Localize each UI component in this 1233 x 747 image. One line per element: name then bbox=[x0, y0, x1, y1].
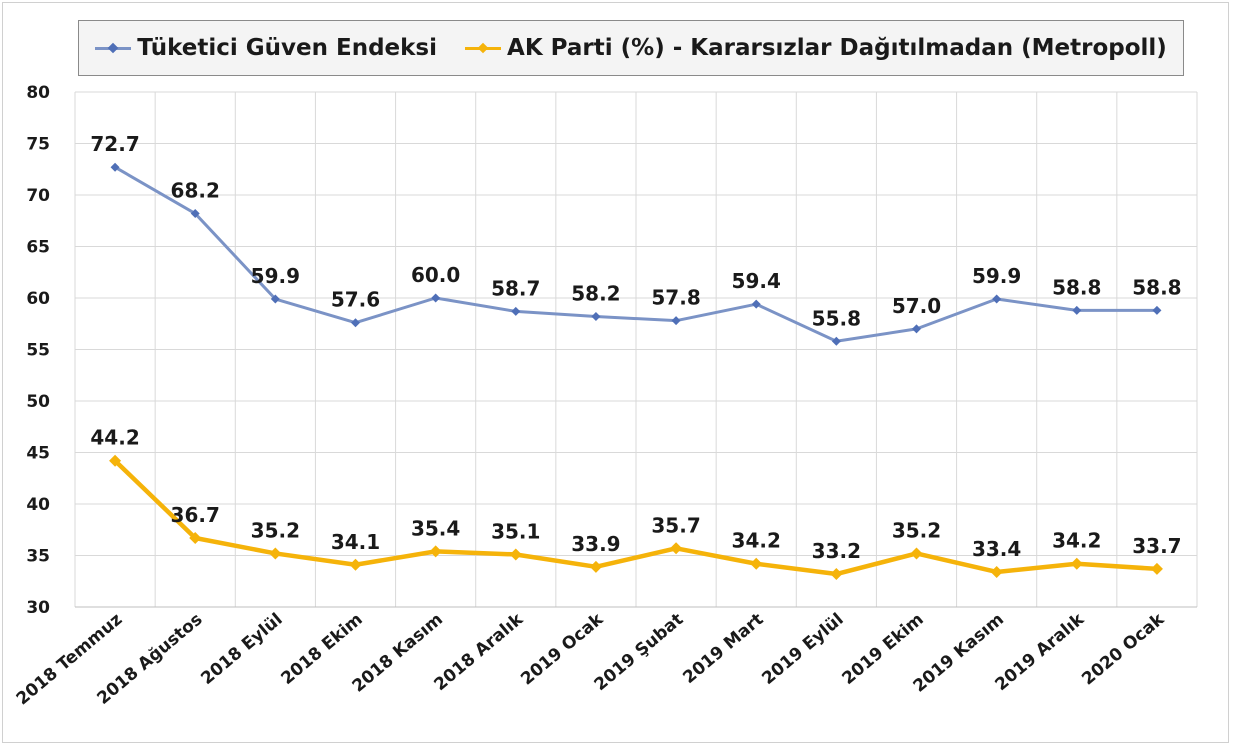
series2-data-label: 35.1 bbox=[491, 519, 540, 543]
series1-data-label: 59.9 bbox=[251, 264, 300, 288]
series1-line-icon bbox=[95, 38, 132, 58]
series2-point bbox=[990, 565, 1003, 578]
series1-data-label: 57.6 bbox=[331, 288, 380, 312]
series2-data-label: 33.7 bbox=[1132, 534, 1181, 558]
series1-data-label: 55.8 bbox=[812, 306, 861, 330]
series1-data-label: 68.2 bbox=[171, 179, 220, 203]
y-tick-label: 70 bbox=[26, 186, 50, 206]
series2-point bbox=[509, 548, 522, 561]
legend-item-series2: AK Parti (%) - Kararsızlar Dağıtılmadan … bbox=[465, 35, 1167, 61]
series2-point bbox=[1150, 562, 1163, 575]
legend-item-series1: Tüketici Güven Endeksi bbox=[95, 35, 437, 61]
x-tick-label: 2019 Eylül bbox=[758, 610, 847, 689]
series2-point bbox=[830, 568, 843, 581]
series2-data-label: 35.7 bbox=[651, 513, 700, 537]
series1-point bbox=[110, 162, 120, 172]
x-tick-label: 2018 Aralık bbox=[430, 609, 527, 695]
series1-data-label: 58.2 bbox=[571, 282, 620, 306]
series2-data-label: 33.9 bbox=[571, 532, 620, 556]
series1-point bbox=[992, 294, 1002, 304]
series1-data-label: 59.4 bbox=[732, 269, 781, 293]
series1-data-label: 58.8 bbox=[1052, 275, 1101, 299]
series2-point bbox=[670, 542, 683, 555]
series1-data-label: 58.7 bbox=[491, 276, 540, 300]
x-tick-label: 2019 Aralık bbox=[991, 609, 1088, 695]
chart-legend: Tüketici Güven Endeksi AK Parti (%) - Ka… bbox=[78, 20, 1184, 76]
series1-point bbox=[270, 294, 280, 304]
series1-point bbox=[351, 318, 360, 328]
series2-point bbox=[429, 545, 442, 558]
series1-point bbox=[912, 324, 921, 334]
y-tick-label: 60 bbox=[26, 289, 50, 309]
series2-line-icon bbox=[465, 38, 502, 58]
series1-line bbox=[113, 165, 1159, 343]
y-tick-label: 40 bbox=[26, 495, 50, 515]
series2-point bbox=[910, 547, 923, 560]
y-tick-label: 75 bbox=[26, 135, 50, 155]
y-tick-label: 55 bbox=[26, 341, 50, 361]
series2-data-label: 35.2 bbox=[892, 518, 941, 542]
y-tick-label: 65 bbox=[26, 238, 50, 258]
series2-data-label: 34.2 bbox=[1052, 529, 1101, 553]
series2-data-label: 35.4 bbox=[411, 516, 460, 540]
series2-data-label: 34.2 bbox=[732, 529, 781, 553]
series1-point bbox=[1152, 305, 1162, 315]
series1-point bbox=[511, 306, 521, 316]
series2-point bbox=[750, 557, 763, 570]
y-tick-label: 80 bbox=[26, 83, 50, 103]
x-tick-label: 2018 Eylül bbox=[197, 610, 286, 689]
series2-data-label: 33.2 bbox=[812, 539, 861, 563]
series2-data-label: 44.2 bbox=[90, 426, 139, 450]
y-tick-label: 30 bbox=[26, 598, 50, 618]
series1-data-label: 72.7 bbox=[90, 132, 139, 156]
y-tick-label: 45 bbox=[26, 444, 50, 464]
legend-label-series2: AK Parti (%) - Kararsızlar Dağıtılmadan … bbox=[507, 35, 1167, 61]
series2-point bbox=[349, 558, 362, 571]
series2-point bbox=[109, 454, 122, 467]
series2-data-label: 34.1 bbox=[331, 530, 380, 554]
series2-point bbox=[589, 560, 602, 573]
series1-point bbox=[1072, 305, 1082, 315]
series2-point bbox=[269, 547, 282, 560]
x-tick-label: 2019 Şubat bbox=[591, 610, 688, 696]
series2-point bbox=[189, 531, 202, 544]
series2-data-label: 36.7 bbox=[171, 503, 220, 527]
y-tick-label: 50 bbox=[26, 392, 50, 412]
series1-point bbox=[431, 293, 441, 303]
x-tick-label: 2019 Mart bbox=[679, 610, 767, 688]
series1-point bbox=[751, 299, 761, 309]
series2-line bbox=[112, 458, 1160, 577]
series2-point bbox=[1070, 557, 1083, 570]
series1-data-label: 59.9 bbox=[972, 264, 1021, 288]
series2-data-label: 35.2 bbox=[251, 518, 300, 542]
series1-point bbox=[831, 336, 841, 346]
series1-data-label: 57.8 bbox=[651, 286, 700, 310]
series1-point bbox=[591, 312, 601, 322]
y-tick-label: 35 bbox=[26, 547, 50, 567]
series1-point bbox=[190, 209, 200, 219]
x-tick-label: 2020 Ocak bbox=[1078, 609, 1168, 689]
series1-data-label: 58.8 bbox=[1132, 275, 1181, 299]
series1-point bbox=[671, 316, 681, 326]
legend-label-series1: Tüketici Güven Endeksi bbox=[137, 35, 438, 61]
series1-data-label: 60.0 bbox=[411, 263, 460, 287]
series1-data-label: 57.0 bbox=[892, 294, 941, 318]
series2-data-label: 33.4 bbox=[972, 537, 1021, 561]
